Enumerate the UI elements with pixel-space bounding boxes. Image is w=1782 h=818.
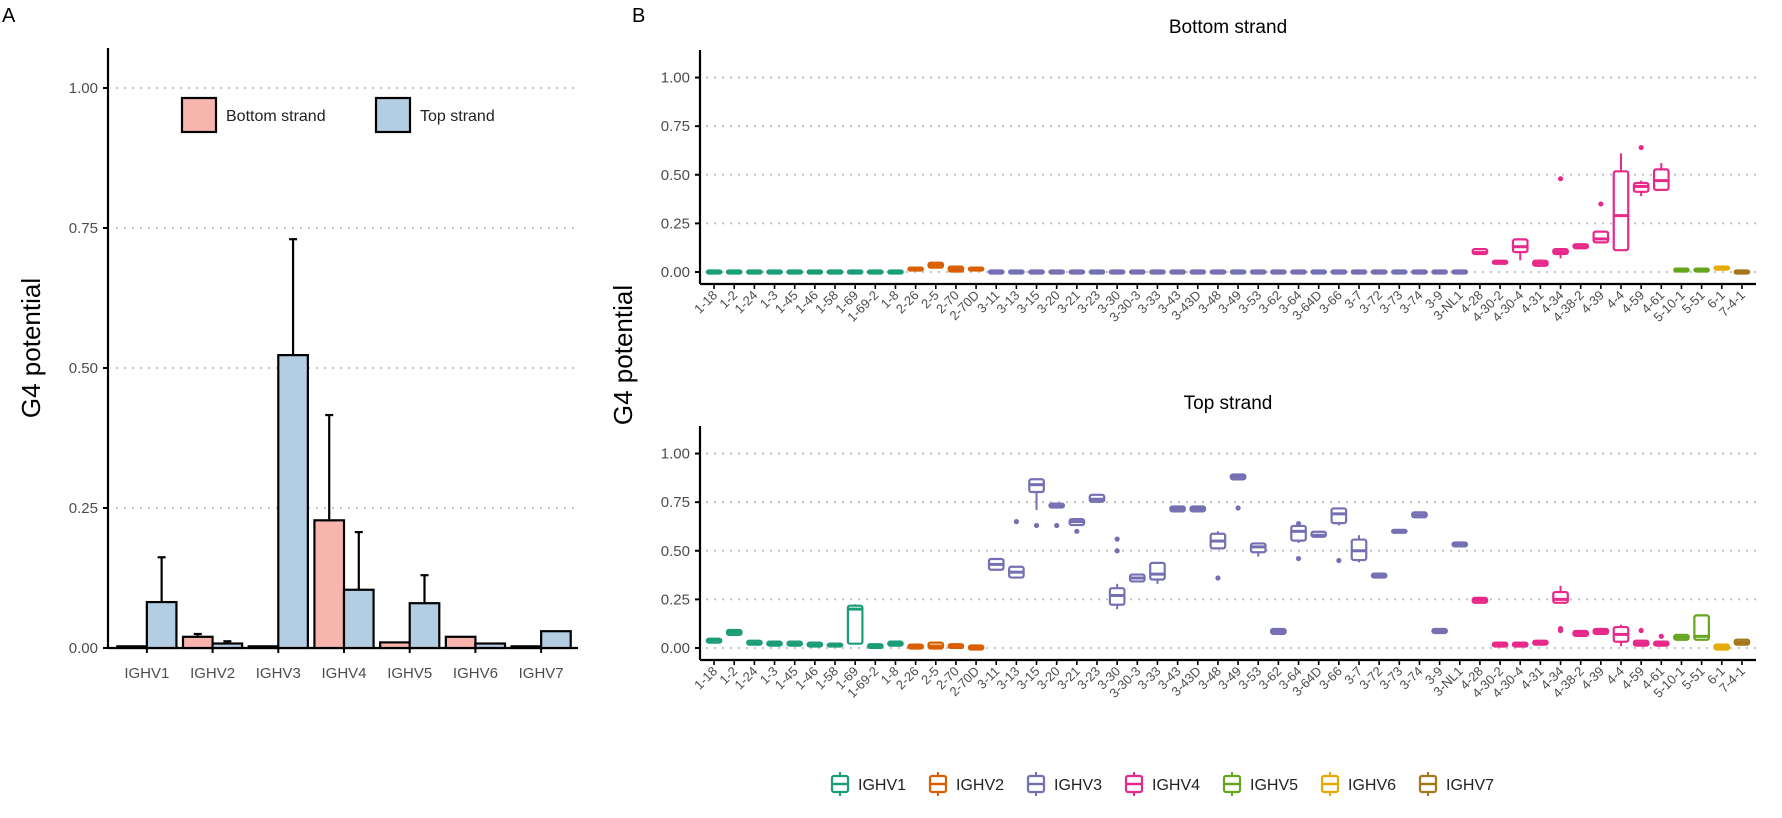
legend-label: Bottom strand [226,108,326,125]
y-tick-label: 0.25 [69,500,98,517]
legend-label: IGHV7 [1446,777,1494,794]
facet-title: Bottom strand [1169,17,1287,38]
outlier-point [1114,536,1120,542]
y-tick-label: 0.50 [69,360,98,377]
x-tick-label: IGHV3 [256,665,301,682]
bar-top-strand [474,642,507,650]
bar-bottom-strand [247,645,280,650]
x-tick-label: 1-24 [731,288,760,317]
x-tick-label: IGHV6 [453,665,498,682]
y-tick-label: 0.75 [661,494,690,511]
bar-bottom-strand [444,635,477,650]
x-tick-label: 3-74 [1397,288,1426,317]
x-tick-label: 3-66 [1316,288,1345,317]
box-3-64 [1290,524,1307,542]
outlier-point [1557,176,1564,182]
bar-top-strand [408,602,441,650]
y-tick-label: 0.75 [69,220,98,237]
bar-top-strand [277,354,309,650]
y-tick-label: 0.75 [661,118,690,135]
x-tick-label: 2-26 [893,288,922,317]
bar-bottom-strand [181,635,214,650]
x-tick-label: IGHV1 [124,665,169,682]
x-tick-label: 1-24 [731,664,760,693]
bar-bottom-strand [510,645,543,650]
y-tick-label: 0.00 [661,640,690,657]
x-tick-label: IGHV7 [519,665,564,682]
outlier-point [1033,522,1040,529]
box-1-69 [846,604,864,645]
legend-key-top-strand [374,96,412,134]
x-tick-label: 4-39 [1578,664,1607,693]
y-tick-label: 0.25 [661,591,690,608]
x-tick-label: 3-66 [1316,664,1345,693]
x-tick-label: 5-51 [1679,288,1708,317]
panel-a-letter: A [2,5,16,27]
legend-key-bottom-strand [180,96,218,134]
legend-label: IGHV1 [858,777,906,794]
bar-bottom-strand [116,645,148,650]
outlier-point [1295,555,1302,562]
bar-bottom-strand [313,519,346,650]
bar-top-strand [540,630,572,650]
outlier-point [1638,627,1644,634]
y-axis-title: G4 potential [16,278,46,418]
legend-label: IGHV6 [1348,777,1396,794]
legend-label: IGHV5 [1250,777,1298,794]
outlier-point [1054,522,1060,529]
bar-top-strand [211,642,244,650]
panel-a-bar-chart: 0.00 0.25 0.50 0.75 1.00 G4 potential IGHV1 IGH… [16,48,578,682]
y-tick-label: 0.00 [69,640,98,657]
outlier-point [1557,627,1564,634]
box-4-34 [1552,590,1569,604]
box-5-51 [1693,614,1710,641]
y-tick-label: 1.00 [69,80,98,97]
y-tick-label: 0.50 [661,167,690,184]
box-4-39 [1592,230,1610,244]
x-tick-label: 3-74 [1397,664,1426,693]
box-3-33 [1149,561,1166,581]
x-tick-label: 1-18 [691,664,720,693]
x-tick-label: IGHV5 [387,665,432,682]
panel-b-family-legend: IGHV1 IGHV2 IGHV3 IGHV4 IGHV5 IGHV6 IGHV7 [830,772,1494,796]
outlier-point [1598,201,1604,207]
outlier-point [1215,575,1221,581]
box-4-4 [1612,170,1630,252]
x-tick-label: 2-26 [893,664,922,693]
x-tick-label: 5-51 [1679,664,1708,693]
x-tick-label: 4-39 [1578,288,1607,317]
outlier-point [1074,528,1080,534]
legend-label: IGHV4 [1152,777,1200,794]
outlier-point [1114,548,1120,554]
outlier-point [1638,144,1644,151]
y-tick-label: 0.00 [661,264,690,281]
legend-label: IGHV2 [956,777,1004,794]
y-tick-label: 1.00 [661,446,690,463]
y-axis-title: G4 potential [608,285,638,425]
x-tick-label: 1-18 [691,288,720,317]
panel-b-letter: B [632,5,645,27]
bar-top-strand [145,600,178,650]
x-tick-label: IGHV4 [321,665,366,682]
y-tick-label: 0.25 [661,215,690,232]
y-tick-label: 0.50 [661,543,690,560]
outlier-point [1013,519,1019,525]
outlier-point [1336,557,1342,564]
panel-b-box-plots: G4 potential Bottom strand 0.00 0.25 0.50 0.7… [608,17,1756,701]
outlier-point [1658,633,1664,639]
facet-title: Top strand [1184,393,1273,414]
box-3-66 [1330,507,1348,525]
outlier-point [1295,520,1302,527]
x-tick-label: IGHV2 [190,665,235,682]
legend-label: Top strand [420,108,495,125]
y-tick-label: 1.00 [661,70,690,87]
legend-label: IGHV3 [1054,777,1102,794]
outlier-point [1235,505,1241,511]
bar-bottom-strand [379,641,411,650]
bar-top-strand [342,588,375,650]
